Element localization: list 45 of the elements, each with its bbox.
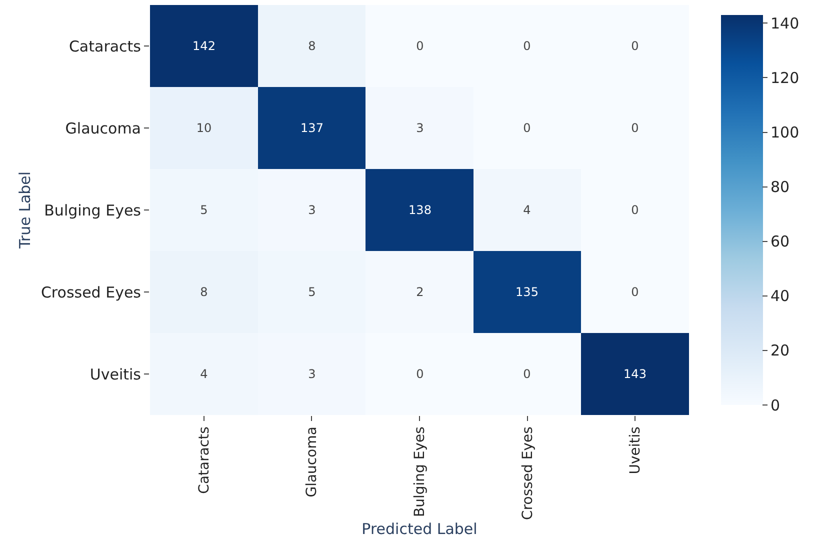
data-label: 0 [631, 285, 639, 300]
data-label: 0 [631, 203, 639, 218]
data-label: 4 [523, 203, 531, 218]
data-label: 0 [631, 121, 639, 136]
y-tick-label: Bulging Eyes [44, 201, 142, 220]
data-label: 142 [192, 39, 216, 54]
data-label: 137 [300, 121, 324, 136]
x-tick-label: Uveitis [628, 426, 644, 474]
data-label: 143 [624, 367, 646, 382]
color-bar-label: 120 [770, 68, 800, 87]
data-label: 10 [196, 121, 212, 136]
data-label: 4 [200, 367, 208, 382]
color-bar-label: 140 [770, 14, 800, 32]
data-label: 0 [631, 39, 639, 54]
x-tick-label: Cataracts [196, 426, 212, 494]
color-bar-label: 80 [770, 178, 790, 196]
data-label: 0 [416, 39, 424, 54]
y-tick-label: Uveitis [90, 365, 142, 384]
x-tick-label: Bulging Eyes [412, 426, 428, 518]
data-label: 2 [416, 285, 424, 300]
data-label: 8 [308, 39, 316, 54]
color-bar-label: 100 [770, 124, 800, 142]
x-tick-label: Crossed Eyes [520, 426, 536, 520]
x-axis-title: Predicted Label [362, 520, 478, 538]
data-label: 3 [416, 121, 424, 136]
data-label: 8 [200, 285, 208, 300]
data-label: 135 [516, 285, 538, 300]
data-label: 3 [308, 367, 316, 382]
y-tick-label: Crossed Eyes [40, 283, 142, 302]
data-label: 5 [200, 203, 208, 218]
y-tick-label: Cataracts [68, 37, 142, 56]
data-label: 0 [523, 367, 531, 382]
data-label: 3 [308, 203, 316, 218]
x-tick-label: Glaucoma [304, 426, 320, 498]
color-bar-label: 60 [770, 232, 790, 251]
color-bar-label: 40 [770, 287, 790, 306]
data-label: 0 [523, 39, 531, 54]
color-bar-label: 20 [770, 342, 790, 360]
color-bar-label: 0 [770, 396, 780, 414]
data-label: 5 [308, 285, 316, 300]
data-label: 0 [416, 367, 424, 382]
data-label: 138 [408, 203, 432, 218]
y-tick-label: Glaucoma [65, 119, 141, 138]
data-label: 0 [523, 121, 531, 136]
y-axis-title: True Label [16, 171, 34, 250]
